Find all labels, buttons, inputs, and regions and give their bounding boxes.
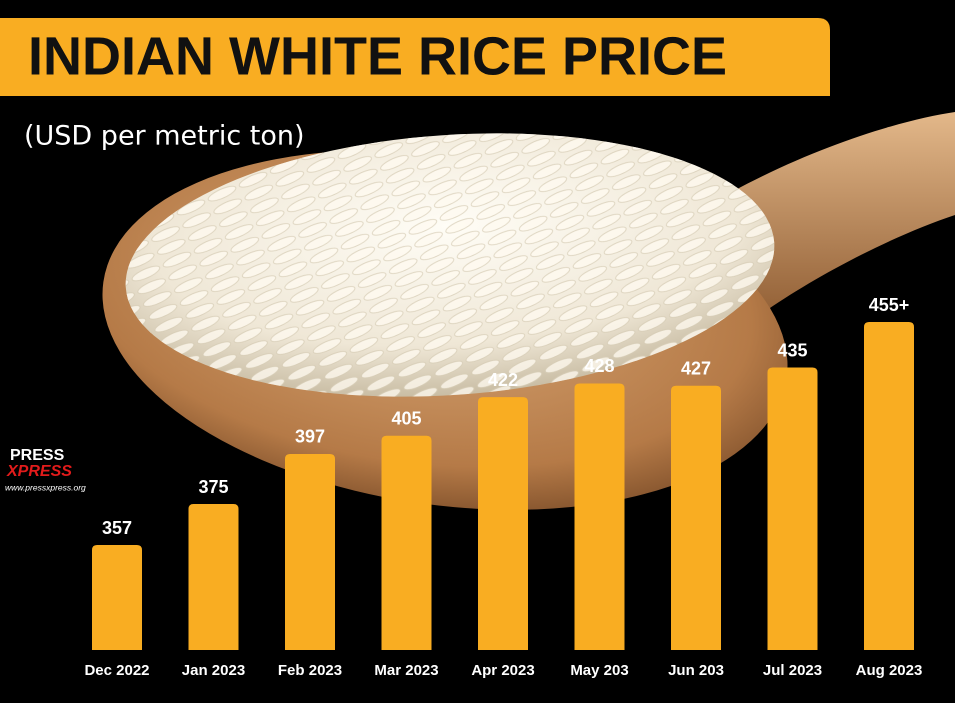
brand-top: PRESS <box>10 447 65 464</box>
value-label: 427 <box>681 358 711 378</box>
bar <box>381 435 432 650</box>
value-label: 357 <box>102 518 132 538</box>
title-banner <box>0 18 830 96</box>
value-label: 422 <box>488 370 518 390</box>
bar <box>574 383 625 650</box>
x-tick-label: Mar 2023 <box>374 662 438 679</box>
value-label: 397 <box>295 427 325 447</box>
value-label: 435 <box>777 340 807 360</box>
bar <box>864 322 914 650</box>
brand-bottom: XPRESS <box>6 463 72 480</box>
x-tick-label: Jun 203 <box>668 662 724 679</box>
chart-title: INDIAN WHITE RICE PRICE <box>28 26 727 86</box>
x-tick-label: Jul 2023 <box>763 662 822 679</box>
x-tick-label: Aug 2023 <box>856 662 923 679</box>
bar <box>92 545 142 650</box>
bar <box>188 504 239 650</box>
x-tick-label: Jan 2023 <box>182 662 245 679</box>
plot-area: 357 Dec 2022 375 Jan 2023 397 Feb 2023 405 Mar … <box>84 295 922 679</box>
bar <box>285 453 335 650</box>
value-label: 375 <box>198 477 228 497</box>
bar <box>767 367 818 650</box>
value-label: 428 <box>584 356 614 376</box>
bar <box>478 397 528 650</box>
value-label: 405 <box>391 409 421 429</box>
brand-url: www.pressxpress.org <box>5 482 86 492</box>
x-tick-label: Dec 2022 <box>84 662 149 679</box>
bar <box>671 385 721 650</box>
x-tick-label: Feb 2023 <box>278 662 342 679</box>
x-tick-label: Apr 2023 <box>471 662 534 679</box>
chart-subtitle: (USD per metric ton) <box>24 121 305 152</box>
value-label: 455+ <box>869 295 910 315</box>
x-tick-label: May 203 <box>570 662 628 679</box>
